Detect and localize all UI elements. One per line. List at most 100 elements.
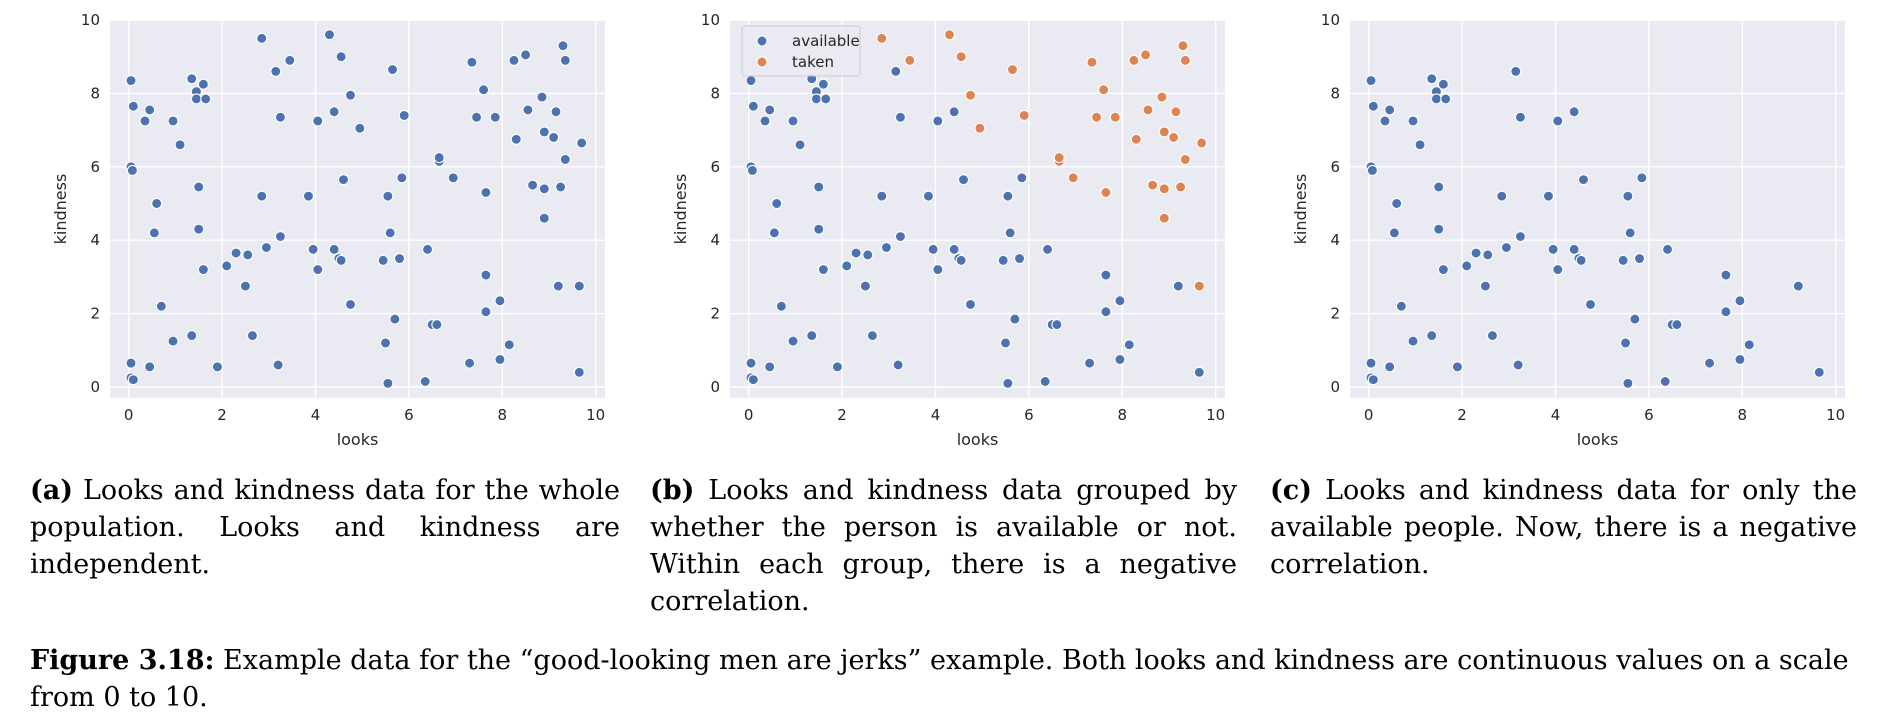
data-point <box>1039 375 1051 388</box>
data-point <box>817 78 829 90</box>
data-point <box>573 280 585 292</box>
chart-panel-a: 0 2 4 6 8 10 0 2 4 6 8 10 looks kindness <box>51 11 605 449</box>
data-point <box>1147 179 1159 191</box>
data-point <box>1384 361 1396 373</box>
data-point <box>1552 115 1564 127</box>
series-population <box>125 29 588 389</box>
subcaption-a-label: (a) <box>30 475 74 506</box>
data-point <box>1123 339 1135 351</box>
y-axis-label: kindness <box>51 174 70 245</box>
y-tick-label: 0 <box>710 378 720 396</box>
data-point <box>1379 115 1391 127</box>
data-point <box>1114 353 1126 366</box>
data-point <box>1142 104 1154 116</box>
data-point <box>1018 109 1030 121</box>
data-point <box>1622 190 1634 202</box>
data-point <box>193 181 205 193</box>
data-point <box>1575 254 1587 266</box>
data-point <box>894 230 906 243</box>
data-point <box>1633 252 1646 265</box>
data-point <box>1659 375 1671 388</box>
data-point <box>1156 91 1168 103</box>
data-point <box>1661 243 1674 255</box>
data-point <box>745 357 757 369</box>
data-point <box>576 137 588 149</box>
data-point <box>1433 223 1445 235</box>
data-point <box>272 359 284 371</box>
data-point <box>1196 137 1208 149</box>
data-point <box>384 227 396 239</box>
data-point <box>1568 106 1580 118</box>
data-point <box>559 54 571 66</box>
data-point <box>1486 330 1498 342</box>
data-point <box>1098 84 1110 96</box>
data-point <box>794 139 806 151</box>
subcaption-b-text: Looks and kindness data grouped by wheth… <box>650 475 1237 617</box>
data-point <box>337 174 350 186</box>
data-point <box>386 63 399 76</box>
y-tick-label: 6 <box>1330 158 1340 176</box>
y-tick-label: 10 <box>701 11 720 29</box>
data-point <box>1366 164 1378 177</box>
data-point <box>1395 300 1407 312</box>
data-point <box>1100 269 1112 281</box>
data-point <box>127 374 139 386</box>
data-point <box>197 78 209 90</box>
data-point <box>922 190 935 202</box>
data-point <box>1514 111 1526 123</box>
data-point <box>1067 172 1079 184</box>
data-point <box>771 197 783 210</box>
data-point <box>520 49 532 61</box>
data-point <box>894 111 906 123</box>
x-tick-label: 10 <box>1206 406 1225 424</box>
data-point <box>1584 298 1597 310</box>
data-point <box>1577 174 1590 186</box>
data-point <box>274 111 286 123</box>
data-point <box>876 32 888 44</box>
y-tick-label: 0 <box>1330 378 1340 396</box>
data-point <box>382 377 394 389</box>
x-tick-label: 0 <box>744 406 754 424</box>
data-point <box>125 357 137 369</box>
subcaption-b: (b) Looks and kindness data grouped by w… <box>650 472 1237 620</box>
data-point <box>1451 361 1463 373</box>
data-point <box>1720 269 1732 281</box>
x-tick-label: 2 <box>837 406 847 424</box>
data-point <box>527 179 539 191</box>
data-point <box>1179 54 1191 66</box>
plot-area <box>730 20 1225 398</box>
subcaption-c-text: Looks and kindness data for only the ava… <box>1270 475 1857 580</box>
data-point <box>1172 280 1184 292</box>
data-point <box>1461 260 1473 272</box>
data-point <box>480 306 492 318</box>
data-point <box>1158 183 1170 195</box>
data-point <box>155 300 167 312</box>
x-axis-label: looks <box>337 430 379 449</box>
y-tick-label: 2 <box>90 305 100 323</box>
data-point <box>190 93 202 105</box>
data-point <box>1002 377 1014 389</box>
data-point <box>274 230 286 243</box>
data-point <box>997 254 1009 266</box>
data-point <box>302 190 315 202</box>
x-tick-label: 8 <box>1737 406 1747 424</box>
data-point <box>548 131 560 143</box>
data-point <box>1433 181 1445 193</box>
data-point <box>1013 252 1026 265</box>
data-point <box>927 243 939 255</box>
data-point <box>1426 73 1438 85</box>
data-point <box>464 357 476 369</box>
x-tick-label: 0 <box>124 406 134 424</box>
data-point <box>813 181 825 193</box>
data-point <box>1086 56 1098 68</box>
data-point <box>1391 197 1403 210</box>
series-available <box>1365 65 1825 389</box>
data-point <box>850 247 862 259</box>
data-point <box>768 227 780 239</box>
data-point <box>508 54 520 66</box>
data-point <box>932 115 944 127</box>
x-tick-label: 2 <box>1457 406 1467 424</box>
data-point <box>1547 243 1559 255</box>
data-point <box>787 335 799 347</box>
data-point <box>555 181 567 193</box>
